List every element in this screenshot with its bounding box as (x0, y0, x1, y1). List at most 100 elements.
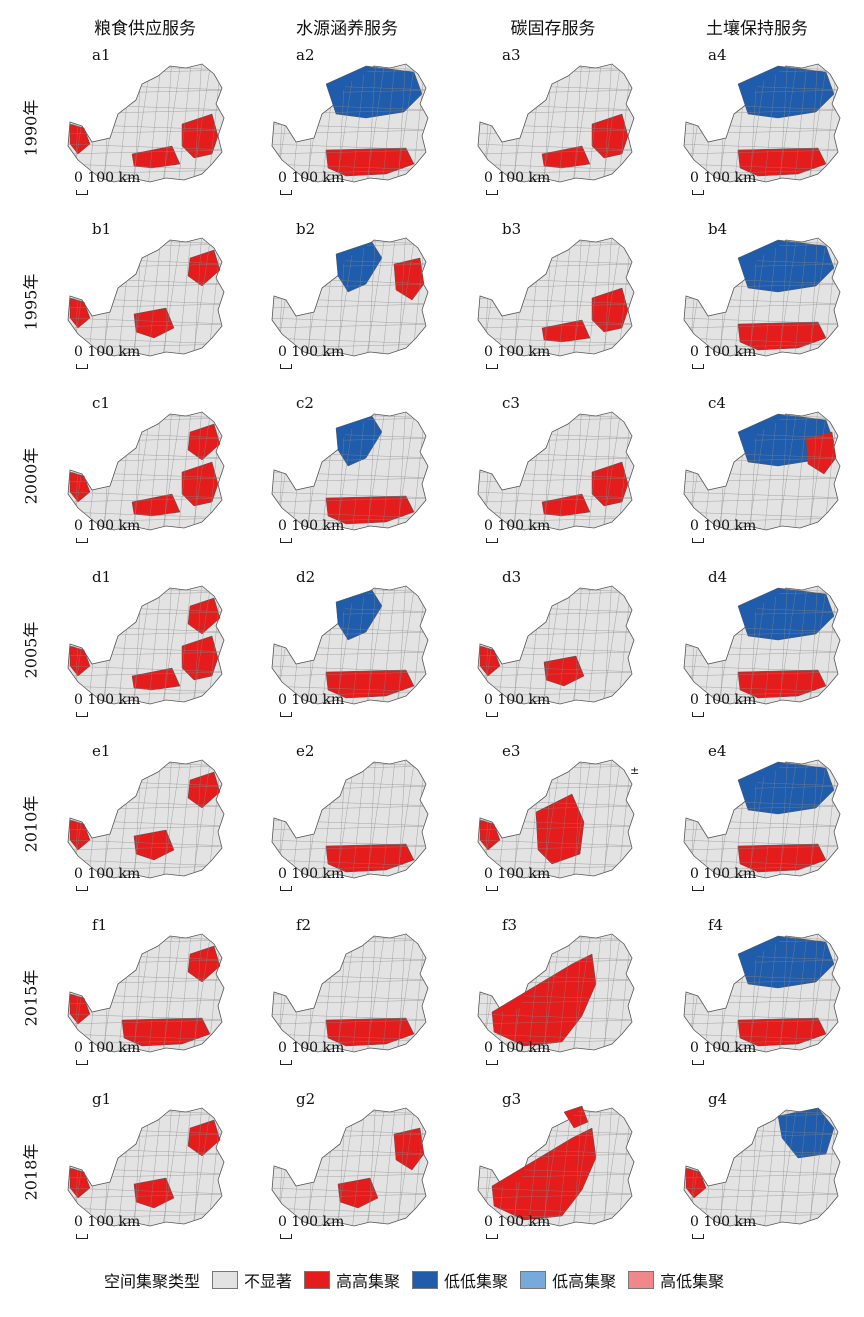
cluster-high-high (805, 431, 837, 475)
scale-label: 0 100 km (278, 518, 345, 534)
map-panel: d2 0 100 km (266, 568, 456, 728)
map-panel: e1 0 100 km (62, 742, 252, 902)
legend-swatch (628, 1271, 655, 1289)
cluster-high-high (541, 287, 629, 343)
scale-bar-line (692, 538, 704, 543)
scale-bar-line (486, 190, 498, 195)
scale-bar-line (76, 190, 88, 195)
legend-swatch (412, 1271, 439, 1289)
legend-item-high-low: 高低集聚 (628, 1268, 724, 1292)
cluster-high-high (69, 297, 91, 329)
cluster-low-low (777, 1107, 835, 1159)
legend-swatch (304, 1271, 331, 1289)
scale-bar-line (486, 886, 498, 891)
legend-item-not-significant: 不显著 (212, 1268, 292, 1292)
panel-label: a3 (502, 46, 521, 64)
map-panel: f3 0 100 km (472, 916, 662, 1076)
choropleth-map (271, 1107, 429, 1227)
choropleth-map (683, 63, 841, 183)
map-panel: f1 0 100 km (62, 916, 252, 1076)
map-panel: e4 0 100 km (678, 742, 864, 902)
cluster-high-high (187, 597, 221, 635)
panel-label: f4 (708, 916, 724, 934)
choropleth-map (271, 63, 429, 183)
region-not-significant (67, 63, 225, 183)
region-not-significant (67, 585, 225, 705)
choropleth-map (477, 933, 635, 1053)
cluster-low-low (335, 589, 383, 641)
panel-label: c3 (502, 394, 520, 412)
scale-bar-line (280, 712, 292, 717)
choropleth-map (67, 411, 225, 531)
scale-bar-line (76, 712, 88, 717)
scale-label: 0 100 km (278, 170, 345, 186)
scale-bar-line (486, 1234, 498, 1239)
legend-label: 高低集聚 (660, 1272, 725, 1291)
region-not-significant (477, 63, 635, 183)
panel-label: e1 (92, 742, 111, 760)
column-header: 水源涵养服务 (296, 19, 398, 39)
map-panel: b3 0 100 km (472, 220, 662, 380)
region-not-significant (477, 237, 635, 357)
legend: 空间集聚类型 不显著 高高集聚 低低集聚 低高集聚 高低集聚 (104, 1268, 736, 1292)
choropleth-map (477, 237, 635, 357)
cluster-high-high (187, 1119, 221, 1157)
map-panel: g3 0 100 km (472, 1090, 662, 1250)
cluster-high-high (543, 655, 585, 687)
panel-label: d2 (296, 568, 316, 586)
panel-label: e4 (708, 742, 727, 760)
scale-label: 0 100 km (74, 866, 141, 882)
scale-label: 0 100 km (690, 518, 757, 534)
row-label-year: 2000年 (21, 447, 41, 505)
choropleth-map (683, 237, 841, 357)
scale-label: 0 100 km (74, 344, 141, 360)
scale-bar-line (280, 190, 292, 195)
panel-label: g1 (92, 1090, 112, 1108)
panel-label: d4 (708, 568, 728, 586)
scale-label: 0 100 km (74, 518, 141, 534)
row-label-year: 1990年 (21, 99, 41, 157)
scale-label: 0 100 km (74, 1214, 141, 1230)
panel-label: a2 (296, 46, 315, 64)
choropleth-map (683, 411, 841, 531)
county-boundaries (478, 760, 634, 878)
scale-label: 0 100 km (484, 170, 551, 186)
scale-label: 0 100 km (690, 344, 757, 360)
choropleth-map (67, 759, 225, 879)
cluster-high-high (187, 249, 221, 287)
cluster-high-high (131, 113, 219, 169)
scale-label: 0 100 km (690, 1214, 757, 1230)
panel-label: b4 (708, 220, 728, 238)
legend-label: 高高集聚 (336, 1272, 401, 1291)
scale-label: 0 100 km (74, 170, 141, 186)
cluster-low-low (737, 65, 835, 119)
map-panel: c4 0 100 km (678, 394, 864, 554)
scale-label: 0 100 km (484, 866, 551, 882)
map-panel: a4 0 100 km (678, 46, 864, 206)
map-panel: d1 0 100 km (62, 568, 252, 728)
scale-bar-line (692, 886, 704, 891)
scale-bar-line (280, 1060, 292, 1065)
region-not-significant (67, 759, 225, 879)
map-panel: f4 0 100 km (678, 916, 864, 1076)
cluster-high-high (685, 1167, 707, 1199)
region-not-significant (477, 585, 635, 705)
panel-label: g4 (708, 1090, 728, 1108)
choropleth-map (477, 1105, 635, 1227)
scale-bar-line (692, 712, 704, 717)
column-header: 碳固存服务 (510, 19, 596, 39)
scale-bar-line (280, 364, 292, 369)
panel-label: e2 (296, 742, 315, 760)
choropleth-map (477, 411, 635, 531)
scale-label: 0 100 km (690, 170, 757, 186)
scale-bar-line (280, 886, 292, 891)
choropleth-map (683, 1107, 841, 1227)
choropleth-map (67, 237, 225, 357)
cluster-low-low (335, 415, 383, 467)
panel-label: d3 (502, 568, 522, 586)
cluster-high-high (69, 645, 91, 677)
panel-label: g3 (502, 1090, 522, 1108)
map-panel: e3 0 100 km (472, 742, 662, 902)
choropleth-map (477, 585, 635, 705)
cluster-high-high (393, 1127, 425, 1171)
